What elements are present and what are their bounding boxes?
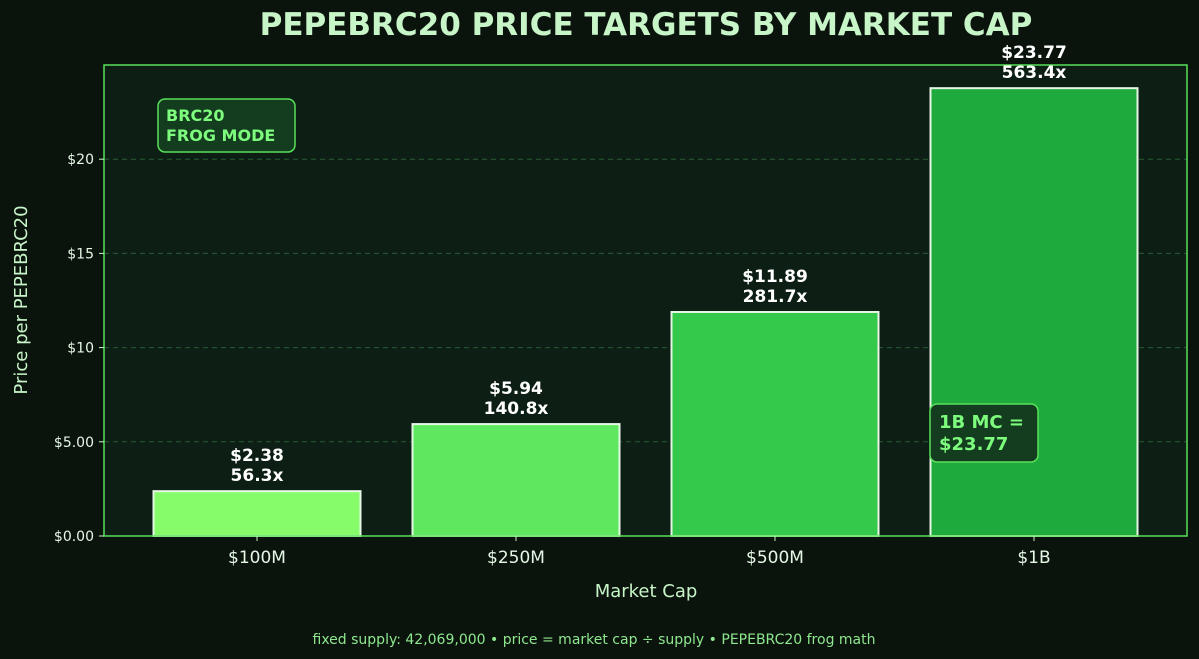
bar — [929, 87, 1139, 538]
bar-value-label: $5.94 — [489, 379, 543, 399]
target-badge-line1: 1B MC = — [939, 412, 1024, 433]
x-tick-label: $1B — [1017, 548, 1050, 568]
bar — [411, 423, 621, 537]
footer-note: fixed supply: 42,069,000 • price = marke… — [313, 632, 876, 648]
x-tick-label: $500M — [746, 548, 804, 568]
y-tick-label: $10 — [67, 341, 94, 357]
mode-badge-box — [157, 98, 296, 153]
y-tick-label: $5.00 — [54, 435, 94, 451]
y-axis-ticks: $0.00 $5.00 $10 $15 $20 — [54, 152, 104, 545]
y-tick-label: $20 — [67, 152, 94, 168]
bar-multiplier-label: 563.4x — [1002, 63, 1067, 83]
y-axis-label: Price per PEPEBRC20 — [11, 205, 32, 394]
mode-badge-line2: FROG MODE — [166, 126, 275, 145]
mode-badge: BRC20 FROG MODE — [157, 98, 296, 153]
x-tick-label: $250M — [487, 548, 545, 568]
chart-title: PEPEBRC20 PRICE TARGETS BY MARKET CAP — [260, 7, 1033, 43]
target-badge-box — [929, 403, 1039, 463]
x-axis-ticks: $100M $250M $500M $1B — [228, 536, 1051, 568]
bar-multiplier-label: 281.7x — [743, 287, 808, 307]
x-tick-label: $100M — [228, 548, 286, 568]
target-badge-line2: $23.77 — [939, 434, 1008, 455]
x-axis-label: Market Cap — [595, 581, 698, 602]
bar — [152, 490, 362, 537]
y-tick-label: $0.00 — [54, 529, 94, 545]
bar-value-label: $23.77 — [1001, 43, 1067, 63]
data-labels: $2.3856.3x$5.94140.8x$11.89281.7x$23.775… — [230, 43, 1067, 486]
bar-multiplier-label: 140.8x — [484, 399, 549, 419]
bar — [670, 310, 880, 537]
plot-frame — [103, 64, 1188, 537]
y-tick-label: $15 — [67, 246, 94, 262]
bar-multiplier-label: 56.3x — [231, 466, 284, 486]
bar-value-label: $2.38 — [230, 446, 284, 466]
mode-badge-line1: BRC20 — [166, 106, 225, 125]
bar-value-label: $11.89 — [742, 267, 808, 287]
target-badge: 1B MC = $23.77 — [929, 403, 1039, 463]
